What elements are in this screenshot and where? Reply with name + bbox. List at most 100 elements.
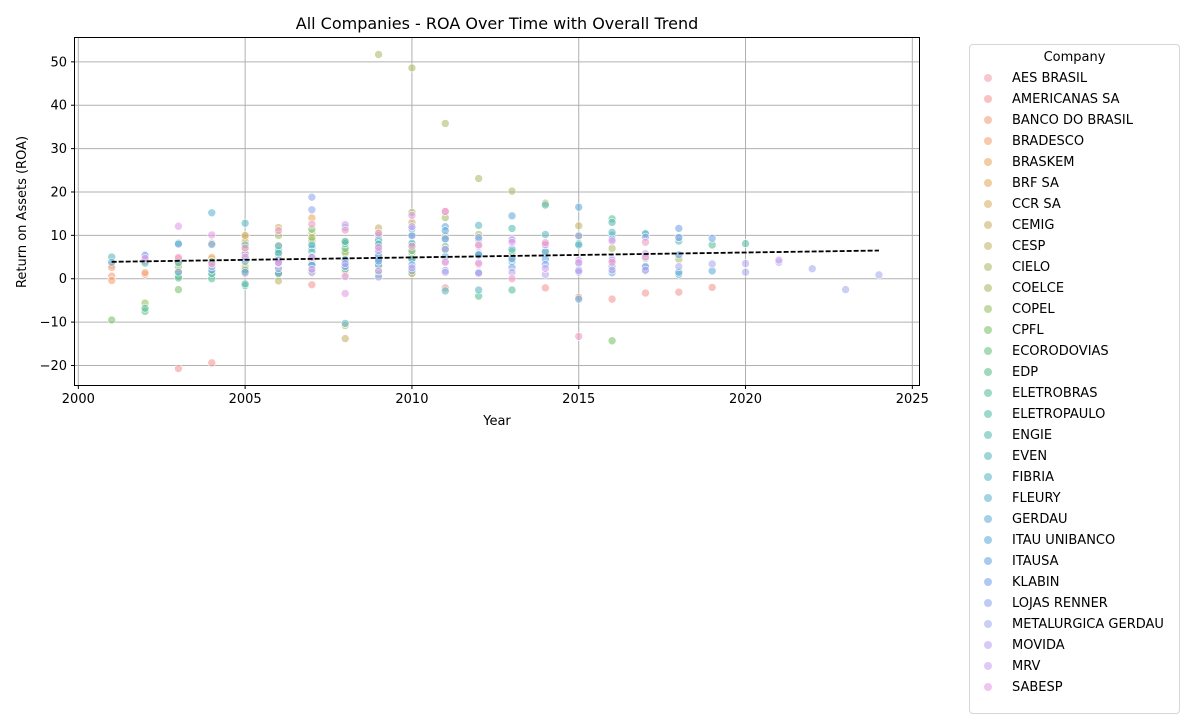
data-point	[440, 244, 450, 254]
data-point	[374, 50, 383, 59]
data-point	[574, 221, 584, 231]
data-point	[674, 233, 684, 242]
data-point	[307, 240, 317, 250]
data-point	[340, 237, 350, 246]
legend-marker	[984, 116, 992, 124]
data-point	[507, 224, 517, 233]
data-point	[541, 264, 550, 273]
data-point	[240, 267, 250, 277]
legend-title: Company	[1043, 50, 1106, 65]
legend-item: AES BRASIL	[984, 69, 1087, 87]
data-point	[440, 226, 450, 235]
data-point	[674, 287, 684, 297]
legend-label: MRV	[1012, 658, 1041, 674]
legend-item: CESP	[984, 237, 1045, 255]
legend-item: AMERICANAS SA	[984, 90, 1120, 108]
chart-title: All Companies - ROA Over Time with Overa…	[296, 14, 699, 33]
legend-marker	[984, 431, 992, 439]
data-point	[607, 336, 617, 346]
data-point	[174, 364, 183, 373]
x-tick-label: 2015	[562, 392, 595, 407]
data-point	[340, 289, 350, 298]
data-point	[507, 186, 517, 196]
x-tick-label: 2025	[896, 392, 929, 407]
data-point	[707, 259, 717, 269]
legend-item: BRF SA	[984, 174, 1059, 192]
data-point	[374, 228, 383, 238]
y-axis-label: Return on Assets (ROA)	[15, 136, 30, 288]
data-point	[541, 238, 550, 248]
y-tick-label: −10	[40, 316, 67, 331]
data-point	[741, 239, 750, 248]
legend-marker	[984, 284, 992, 292]
data-point	[174, 239, 183, 249]
data-point	[474, 268, 483, 278]
legend-label: AMERICANAS SA	[1012, 91, 1120, 107]
legend-item: BANCO DO BRASIL	[984, 111, 1133, 129]
data-point	[340, 259, 350, 268]
data-point	[774, 255, 784, 265]
legend-marker	[984, 95, 992, 103]
y-tick-label: 20	[50, 185, 67, 200]
data-point	[641, 252, 650, 262]
data-point	[541, 200, 550, 210]
legend-marker	[984, 347, 992, 355]
data-point	[140, 268, 150, 277]
legend-label: COPEL	[1012, 301, 1055, 317]
legend-label: COELCE	[1012, 280, 1065, 296]
legend-marker	[984, 410, 992, 418]
legend-label: MOVIDA	[1012, 637, 1065, 653]
data-point	[807, 264, 817, 274]
legend-marker	[984, 599, 992, 607]
legend-marker	[984, 242, 992, 250]
legend-label: AES BRASIL	[1012, 70, 1088, 86]
x-tick-label: 2020	[729, 392, 762, 407]
legend-marker	[984, 620, 992, 628]
data-point	[340, 334, 350, 343]
data-point	[307, 219, 317, 229]
data-point	[574, 231, 584, 241]
y-tick-label: 50	[50, 55, 67, 70]
legend-label: CEMIG	[1012, 217, 1055, 233]
legend-item: FLEURY	[984, 489, 1061, 507]
legend-marker	[984, 473, 992, 481]
legend-label: BRASKEM	[1012, 154, 1075, 170]
legend-item: ELETROPAULO	[984, 405, 1105, 423]
legend-marker	[984, 578, 992, 586]
data-point	[574, 202, 584, 212]
data-point	[407, 63, 417, 73]
legend-label: ELETROPAULO	[1012, 406, 1106, 422]
legend-marker	[984, 368, 992, 376]
legend-item: CIELO	[984, 258, 1050, 276]
data-point	[207, 230, 217, 240]
data-point	[874, 270, 884, 280]
data-point	[741, 267, 750, 277]
legend-item: ENGIE	[984, 426, 1052, 444]
data-point	[641, 265, 650, 275]
data-point	[474, 240, 483, 250]
data-point	[674, 262, 684, 271]
legend-marker	[984, 137, 992, 145]
data-point	[541, 230, 550, 239]
data-point	[107, 315, 116, 325]
data-point	[440, 267, 450, 277]
legend-label: KLABIN	[1012, 574, 1060, 590]
legend-item: SABESP	[984, 678, 1063, 696]
legend-label: EVEN	[1012, 448, 1048, 464]
data-point	[474, 174, 483, 183]
data-point	[440, 257, 450, 267]
data-point	[307, 264, 317, 274]
legend-label: SABESP	[1012, 679, 1063, 695]
data-point	[407, 231, 417, 241]
legend-item: EDP	[984, 363, 1038, 381]
legend-item: GERDAU	[984, 510, 1068, 528]
data-point	[307, 233, 317, 242]
data-point	[541, 283, 550, 293]
data-point	[841, 285, 850, 294]
legend-label: GERDAU	[1012, 511, 1068, 527]
legend-label: EDP	[1012, 364, 1039, 380]
data-point	[507, 274, 517, 284]
legend-marker	[984, 557, 992, 565]
legend-item: BRASKEM	[984, 153, 1075, 171]
data-point	[607, 218, 617, 227]
